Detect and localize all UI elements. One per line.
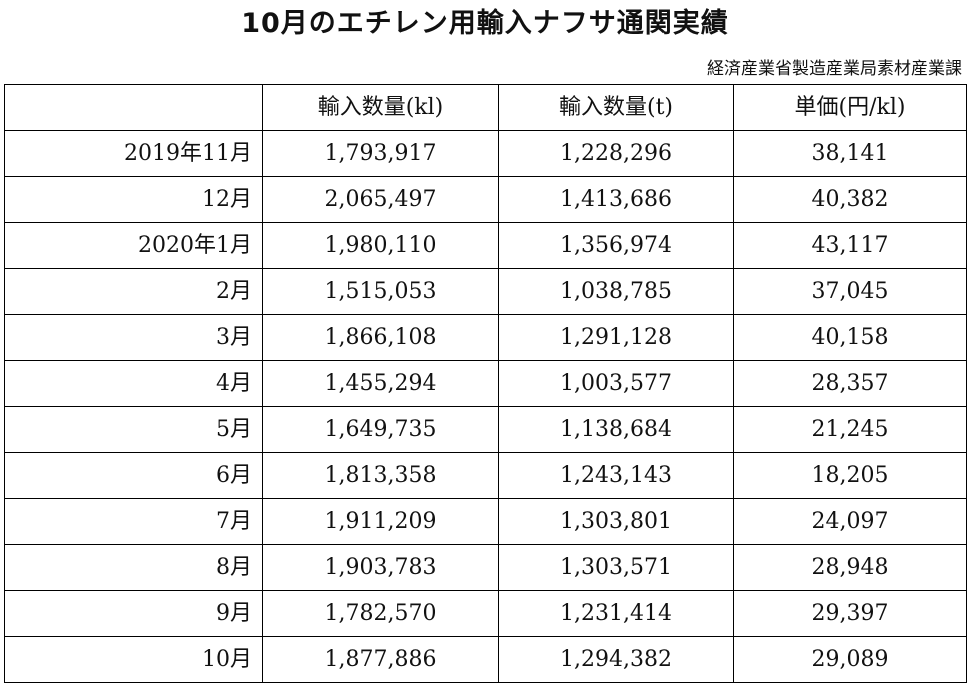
volume-kl-cell: 2,065,497 [262,176,499,223]
table-row: 2020年1月 1,980,110 1,356,974 43,117 [4,222,967,269]
period-cell: 12月 [4,176,263,223]
volume-t-cell: 1,294,382 [498,636,734,683]
naphtha-import-table: 輸入数量(kl) 輸入数量(t) 単価(円/kl) 2019年11月 1,793… [4,84,967,683]
volume-kl-cell: 1,515,053 [262,268,499,315]
volume-kl-cell: 1,866,108 [262,314,499,361]
period-cell: 6月 [4,452,263,499]
table-row: 3月 1,866,108 1,291,128 40,158 [4,314,967,361]
table-row: 9月 1,782,570 1,231,414 29,397 [4,590,967,637]
volume-t-cell: 1,243,143 [498,452,734,499]
volume-kl-cell: 1,782,570 [262,590,499,637]
volume-kl-cell: 1,813,358 [262,452,499,499]
unit-price-cell: 29,397 [733,590,967,637]
volume-t-cell: 1,303,571 [498,544,734,591]
volume-t-cell: 1,038,785 [498,268,734,315]
period-cell: 4月 [4,360,263,407]
volume-kl-cell: 1,455,294 [262,360,499,407]
period-cell: 10月 [4,636,263,683]
table-row: 6月 1,813,358 1,243,143 18,205 [4,452,967,499]
unit-price-cell: 28,357 [733,360,967,407]
unit-price-cell: 37,045 [733,268,967,315]
volume-t-cell: 1,228,296 [498,130,734,177]
unit-price-cell: 29,089 [733,636,967,683]
volume-t-cell: 1,303,801 [498,498,734,545]
volume-kl-cell: 1,980,110 [262,222,499,269]
table-row: 2019年11月 1,793,917 1,228,296 38,141 [4,130,967,177]
period-cell: 8月 [4,544,263,591]
unit-price-cell: 38,141 [733,130,967,177]
period-cell: 3月 [4,314,263,361]
unit-price-cell: 24,097 [733,498,967,545]
volume-kl-cell: 1,649,735 [262,406,499,453]
page-title: 10月のエチレン用輸入ナフサ通関実績 [241,8,729,39]
source-note: 経済産業省製造産業局素材産業課 [707,59,962,79]
table-row: 8月 1,903,783 1,303,571 28,948 [4,544,967,591]
table-row: 2月 1,515,053 1,038,785 37,045 [4,268,967,315]
unit-price-cell: 43,117 [733,222,967,269]
period-cell: 7月 [4,498,263,545]
period-cell: 9月 [4,590,263,637]
volume-kl-cell: 1,911,209 [262,498,499,545]
table-row: 12月 2,065,497 1,413,686 40,382 [4,176,967,223]
unit-price-cell: 28,948 [733,544,967,591]
period-cell: 2019年11月 [4,130,263,177]
unit-price-cell: 40,382 [733,176,967,223]
header-period [4,84,263,131]
table-row: 7月 1,911,209 1,303,801 24,097 [4,498,967,545]
unit-price-cell: 18,205 [733,452,967,499]
table-row: 10月 1,877,886 1,294,382 29,089 [4,636,967,683]
table-row: 4月 1,455,294 1,003,577 28,357 [4,360,967,407]
header-volume-kl: 輸入数量(kl) [262,84,499,131]
volume-t-cell: 1,413,686 [498,176,734,223]
unit-price-cell: 21,245 [733,406,967,453]
volume-kl-cell: 1,793,917 [262,130,499,177]
header-row: 輸入数量(kl) 輸入数量(t) 単価(円/kl) [4,84,967,131]
header-volume-t: 輸入数量(t) [498,84,734,131]
period-cell: 5月 [4,406,263,453]
volume-t-cell: 1,138,684 [498,406,734,453]
volume-t-cell: 1,003,577 [498,360,734,407]
period-cell: 2月 [4,268,263,315]
volume-kl-cell: 1,903,783 [262,544,499,591]
table-row: 5月 1,649,735 1,138,684 21,245 [4,406,967,453]
unit-price-cell: 40,158 [733,314,967,361]
period-cell: 2020年1月 [4,222,263,269]
header-unit-price: 単価(円/kl) [733,84,967,131]
volume-t-cell: 1,291,128 [498,314,734,361]
volume-t-cell: 1,356,974 [498,222,734,269]
volume-kl-cell: 1,877,886 [262,636,499,683]
